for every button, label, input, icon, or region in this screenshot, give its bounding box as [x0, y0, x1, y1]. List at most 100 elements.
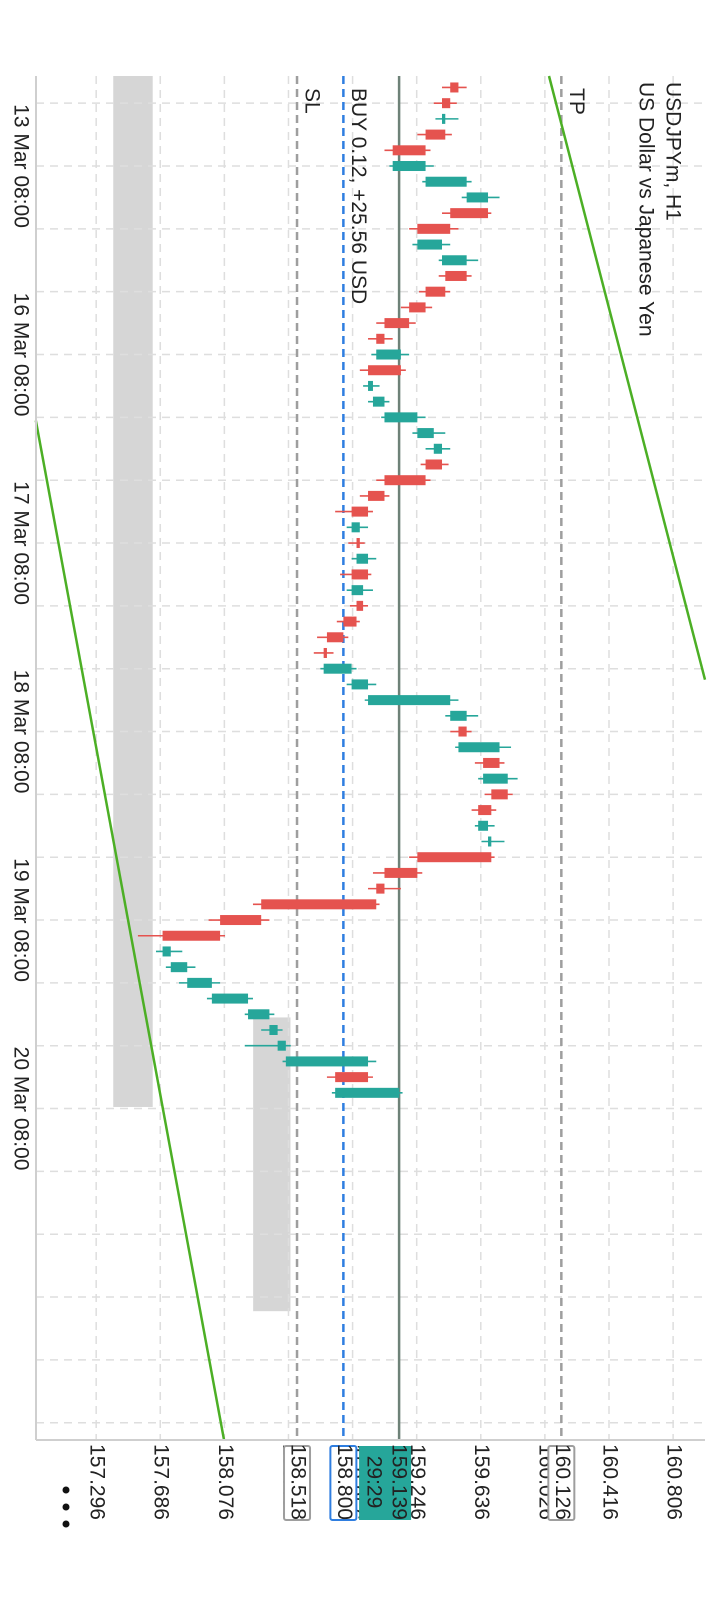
candle-body: [483, 757, 500, 768]
level-price-label: 160.126: [551, 1444, 574, 1520]
candle-body: [356, 553, 369, 564]
y-tick-label: 157.686: [150, 1444, 173, 1520]
x-tick-label: 18 Mar 08:00: [9, 670, 32, 794]
level-name: TP: [565, 88, 588, 115]
trend-line: [34, 420, 226, 1441]
candle-body: [351, 522, 360, 533]
candle-body: [433, 443, 443, 454]
x-tick-label: 17 Mar 08:00: [9, 481, 32, 605]
candle-body: [261, 899, 377, 910]
candle-body: [162, 946, 171, 957]
candle-body: [450, 710, 467, 721]
candle-body: [442, 98, 451, 109]
candle-body: [417, 428, 434, 439]
level-price-label: 158.800: [333, 1444, 356, 1520]
y-tick-label: 159.246: [406, 1444, 429, 1520]
candle-body: [392, 145, 426, 156]
level-price-box: [283, 1445, 312, 1521]
candle-body: [466, 192, 489, 203]
labels: 157.296157.686158.076158.466158.856159.2…: [9, 88, 686, 1521]
candle-body: [417, 852, 492, 863]
candle-body: [269, 1024, 278, 1035]
candle-body: [343, 616, 357, 627]
x-tick-label: 20 Mar 08:00: [9, 1047, 32, 1171]
candle-body: [326, 632, 344, 643]
candle-body: [285, 1056, 369, 1067]
candle-body: [417, 239, 443, 250]
candle-body: [220, 915, 262, 926]
y-tick-label: 159.636: [470, 1444, 493, 1520]
description: US Dollar vs Japanese Yen: [634, 82, 657, 337]
candle-body: [384, 475, 426, 486]
candle-body: [445, 270, 467, 281]
candle-body: [335, 1087, 400, 1098]
level-name: BUY 0.12, +25.56 USD: [347, 88, 370, 304]
candle-body: [417, 223, 451, 234]
levels: [34, 75, 707, 1441]
dot: [62, 1503, 70, 1511]
candle-body: [356, 600, 364, 611]
candle-body: [488, 836, 492, 847]
level-price-box: [547, 1445, 576, 1521]
candle-body: [277, 1040, 286, 1051]
zones: [113, 76, 291, 1312]
level-price-box: [329, 1445, 358, 1521]
candle-body: [368, 490, 385, 501]
candle-body: [450, 208, 489, 219]
x-tick-label: 19 Mar 08:00: [9, 858, 32, 982]
candle-body: [162, 930, 221, 941]
candle-body: [376, 349, 401, 360]
candle-body: [425, 286, 446, 297]
candle-body: [483, 773, 508, 784]
candle-body: [376, 883, 385, 894]
grid: [36, 76, 705, 1440]
y-tick-label: 160.806: [663, 1444, 686, 1520]
candle-body: [211, 993, 249, 1004]
candle-body: [409, 302, 426, 313]
candle-body: [491, 789, 508, 800]
candle-body: [458, 726, 467, 737]
candle-body: [351, 585, 364, 596]
candle-body: [458, 742, 500, 753]
candle-body: [248, 1009, 270, 1020]
y-tick-label: 160.416: [598, 1444, 621, 1520]
x-tick-label: 16 Mar 08:00: [9, 293, 32, 417]
candle-body: [425, 459, 443, 470]
candle-body: [478, 820, 489, 831]
candle-body: [351, 569, 369, 580]
candle-body: [351, 506, 369, 517]
y-tick-label: 158.076: [214, 1444, 237, 1520]
trend-line: [547, 75, 707, 681]
candle-body: [425, 176, 467, 187]
candle-body: [368, 695, 451, 706]
candle-body: [368, 365, 401, 376]
candle-body: [442, 255, 467, 266]
menu-button[interactable]: [62, 1486, 70, 1528]
bar-timer: 29:29: [363, 1456, 386, 1509]
candle-body: [187, 977, 212, 988]
candle-body: [351, 679, 369, 690]
candle-body: [425, 129, 446, 140]
candle-body: [450, 82, 459, 93]
y-tick-label: 157.296: [86, 1444, 109, 1520]
candle-body: [392, 161, 426, 172]
candle-body: [368, 380, 373, 391]
current-price-label: 159.139: [388, 1444, 411, 1520]
candle-body: [372, 396, 385, 407]
x-tick-label: 13 Mar 08:00: [9, 104, 32, 228]
candle-body: [478, 805, 492, 816]
candle-body: [384, 867, 418, 878]
candle-body: [442, 113, 446, 124]
candle-body: [335, 1072, 369, 1083]
dot: [62, 1520, 70, 1528]
candle-body: [376, 333, 385, 344]
candle-body: [323, 647, 327, 658]
candle-body: [356, 538, 360, 549]
zone: [253, 1017, 291, 1312]
level-price-label: 158.518: [286, 1444, 309, 1520]
current-price-box: [359, 1446, 412, 1520]
candle-body: [384, 412, 418, 423]
dot: [62, 1486, 70, 1494]
